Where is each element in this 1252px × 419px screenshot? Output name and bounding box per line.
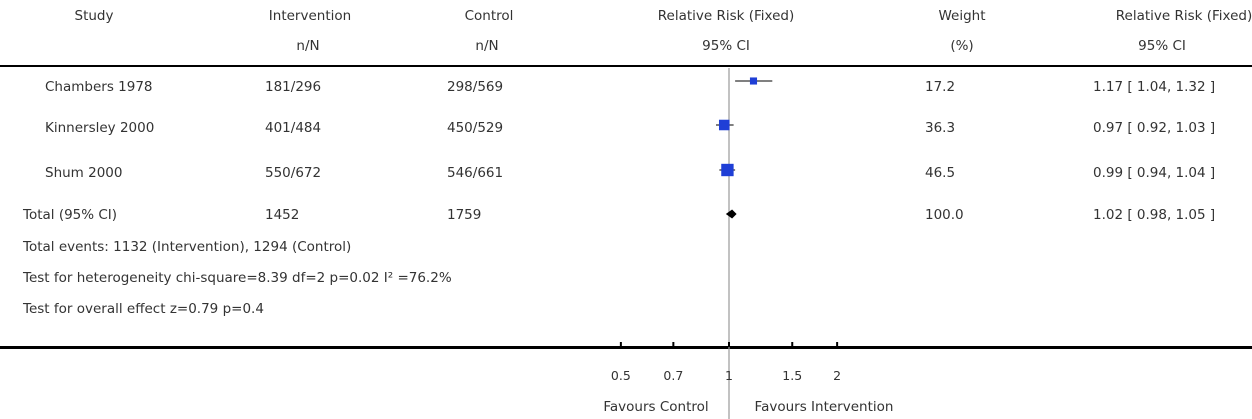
overall-effect-test: Test for overall effect z=0.79 p=0.4 [23, 301, 264, 317]
axis-tick-label: 0.7 [663, 368, 683, 383]
study-weight: 46.5 [925, 165, 956, 181]
total-events: Total events: 1132 (Intervention), 1294 … [23, 239, 352, 255]
study-marker [721, 163, 734, 177]
header-study: Study [74, 8, 114, 24]
bottom-rule [0, 346, 1252, 349]
study-control: 450/529 [447, 120, 504, 136]
study-control: 546/661 [447, 165, 504, 181]
header-rr2: Relative Risk (Fixed) [1115, 8, 1252, 24]
header-control-sub: n/N [475, 38, 499, 54]
study-ci-text: 0.99 [ 0.94, 1.04 ] [1093, 165, 1216, 181]
header-rr-sub: 95% CI [702, 38, 750, 54]
header-weight: Weight [938, 8, 986, 24]
study-intervention: 550/672 [265, 165, 322, 181]
study-intervention: 401/484 [265, 120, 322, 136]
study-ci-text: 1.17 [ 1.04, 1.32 ] [1093, 79, 1216, 95]
study-marker [749, 77, 758, 85]
study-name: Kinnersley 2000 [45, 120, 155, 136]
pooled-diamond [725, 209, 737, 219]
total-ci-text: 1.02 [ 0.98, 1.05 ] [1093, 207, 1216, 223]
axis-tick-label: 1 [725, 368, 733, 383]
axis-tick-label: 1.5 [782, 368, 802, 383]
study-ci-text: 0.97 [ 0.92, 1.03 ] [1093, 120, 1216, 136]
study-intervention: 181/296 [265, 79, 322, 95]
study-marker [718, 119, 730, 131]
axis-tick-label: 2 [833, 368, 841, 383]
total-intervention: 1452 [265, 207, 300, 223]
header-control: Control [464, 8, 514, 24]
total-control: 1759 [447, 207, 482, 223]
study-name: Chambers 1978 [45, 79, 153, 95]
favours-control-label: Favours Control [603, 399, 709, 415]
heterogeneity-test: Test for heterogeneity chi-square=8.39 d… [23, 270, 452, 286]
axis-tick-label: 0.5 [611, 368, 631, 383]
header-intervention-sub: n/N [296, 38, 320, 54]
header-intervention: Intervention [268, 8, 352, 24]
study-weight: 36.3 [925, 120, 956, 136]
header-rr2-sub: 95% CI [1138, 38, 1186, 54]
total-weight: 100.0 [925, 207, 964, 223]
header-rule [0, 65, 1252, 67]
study-name: Shum 2000 [45, 165, 123, 181]
header-rr: Relative Risk (Fixed) [657, 8, 795, 24]
total-label: Total (95% CI) [23, 207, 118, 223]
study-weight: 17.2 [925, 79, 956, 95]
header-weight-sub: (%) [950, 38, 974, 54]
study-control: 298/569 [447, 79, 504, 95]
favours-intervention-label: Favours Intervention [754, 399, 894, 415]
